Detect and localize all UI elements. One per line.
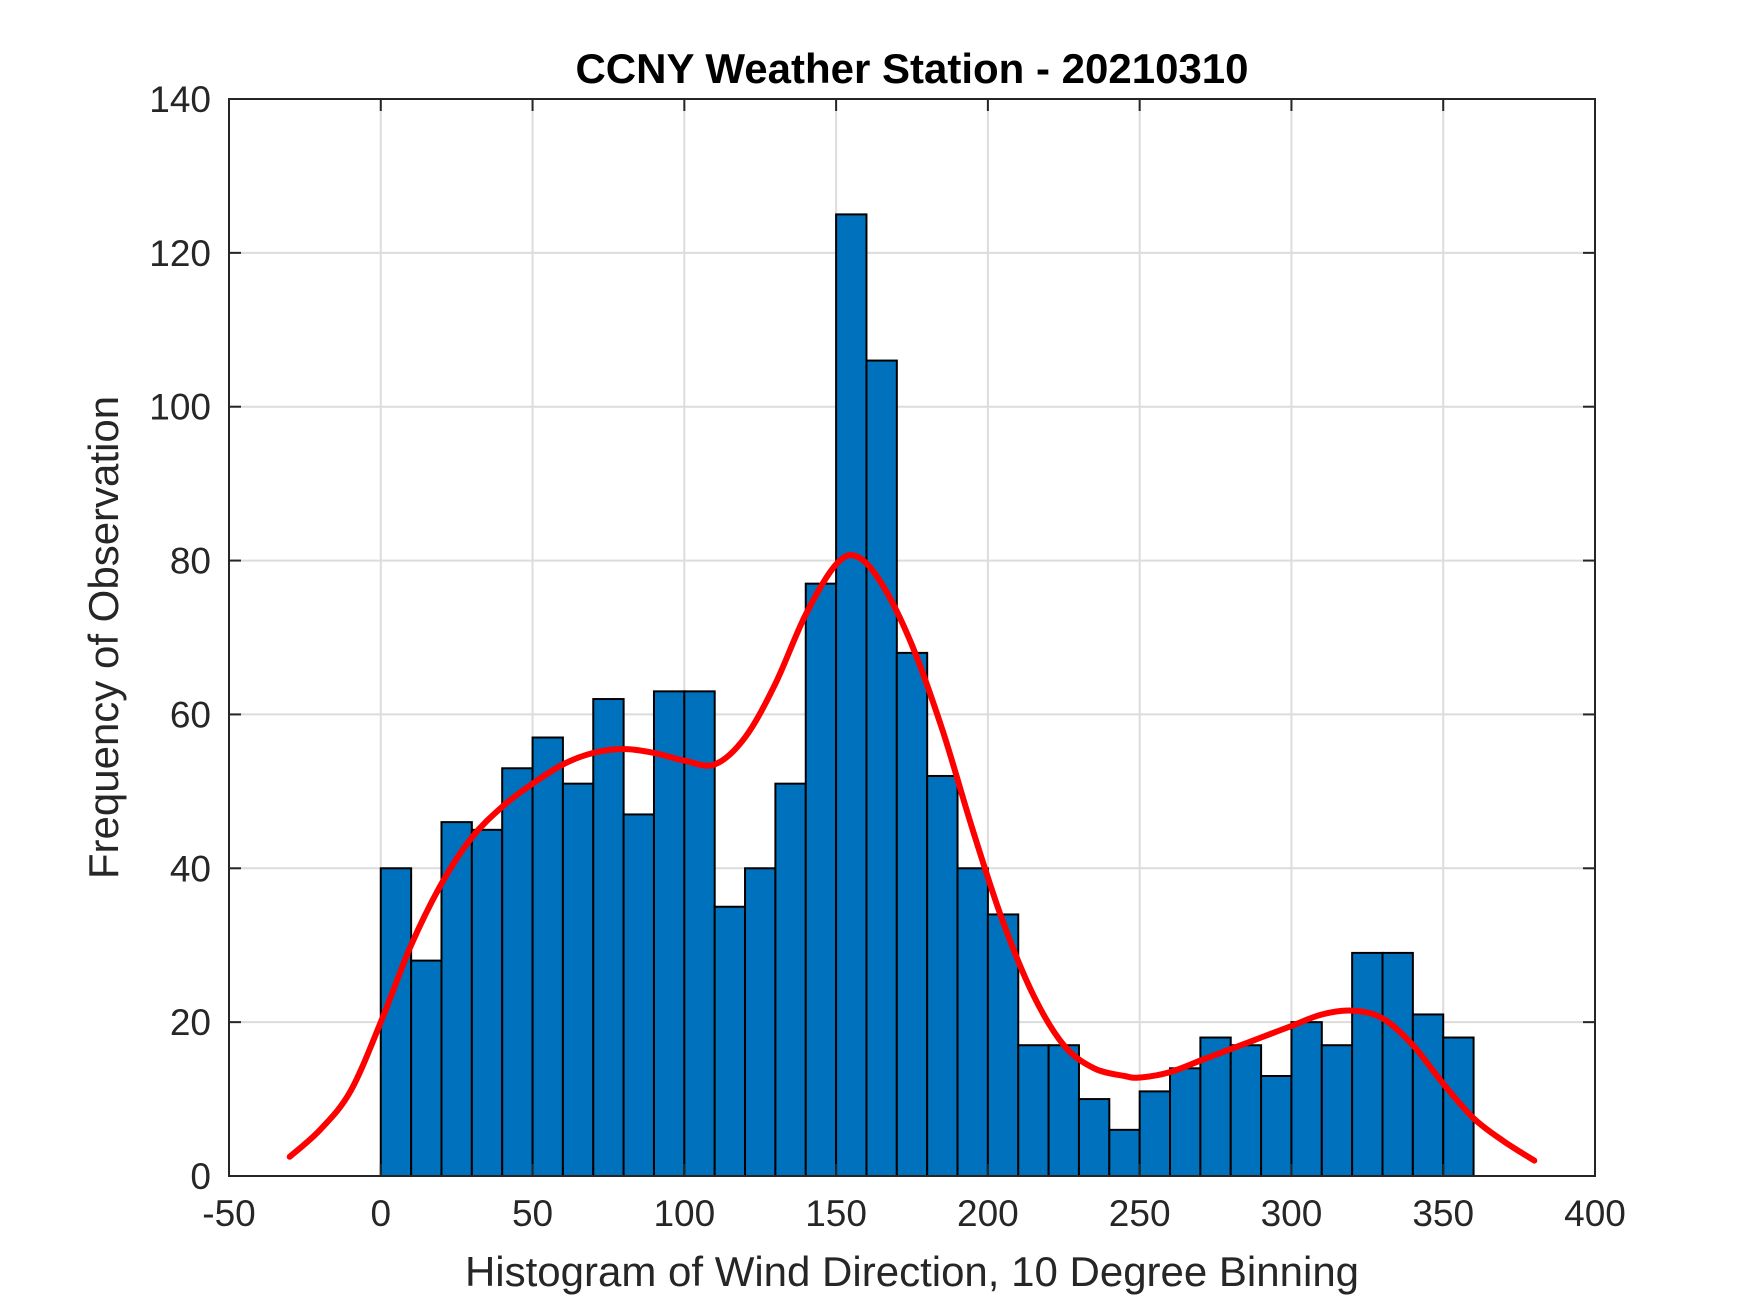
histogram-bar — [835, 213, 868, 1177]
histogram-bar — [1229, 1044, 1263, 1177]
x-tick-label: 50 — [512, 1193, 553, 1234]
histogram-bar — [865, 359, 898, 1177]
histogram-bar — [926, 774, 959, 1177]
x-tick-label: -50 — [202, 1193, 255, 1234]
histogram-bar — [440, 821, 473, 1178]
histogram-bar — [1108, 1128, 1141, 1178]
y-tick-label: 60 — [170, 694, 211, 735]
y-tick-label: 40 — [170, 848, 211, 889]
histogram-bar — [1411, 1013, 1445, 1178]
axes-box — [228, 98, 1596, 1177]
histogram-bar — [592, 698, 625, 1177]
histogram-bar — [774, 782, 807, 1178]
axis-ticks — [228, 98, 1596, 1177]
y-tick-label: 0 — [190, 1156, 211, 1197]
histogram-bar — [1047, 1044, 1080, 1177]
histogram-bar — [410, 959, 443, 1177]
histogram-bar — [804, 582, 838, 1177]
x-tick-label: 350 — [1412, 1193, 1474, 1234]
y-tick-label: 80 — [170, 541, 211, 582]
histogram-bar — [713, 905, 747, 1177]
tick-labels: -50 0 50 100 150 200 250 300 350 4000204060801001… — [149, 79, 1626, 1234]
x-tick-label: 150 — [805, 1193, 867, 1234]
histogram-bar — [470, 828, 504, 1177]
histogram-bar — [1442, 1036, 1475, 1177]
y-tick-label: 120 — [149, 233, 211, 274]
histogram-bar — [1169, 1067, 1202, 1178]
y-tick-label: 140 — [149, 79, 211, 120]
x-tick-label: 300 — [1261, 1193, 1323, 1234]
histogram-bar — [1260, 1074, 1293, 1177]
x-axis-label: Histogram of Wind Direction, 10 Degree B… — [465, 1248, 1359, 1295]
histogram-bar — [379, 867, 413, 1177]
histogram-bar — [622, 813, 655, 1178]
histogram-bar — [1290, 1021, 1323, 1178]
histogram-bars — [379, 213, 1475, 1178]
fit-curve — [286, 552, 1538, 1164]
histogram-bar — [501, 767, 534, 1177]
histogram-bar — [1381, 951, 1414, 1178]
histogram-bar — [652, 690, 686, 1177]
histogram-bar — [1138, 1090, 1172, 1177]
x-tick-label: 100 — [653, 1193, 715, 1234]
histogram-bar — [683, 690, 716, 1177]
x-tick-label: 400 — [1564, 1193, 1626, 1234]
x-tick-label: 250 — [1109, 1193, 1171, 1234]
histogram-bar — [1017, 1044, 1050, 1177]
histogram-bar — [895, 651, 929, 1177]
histogram-bar — [531, 736, 564, 1177]
histogram-bar — [956, 867, 989, 1177]
histogram-bar — [561, 782, 595, 1178]
chart-title: CCNY Weather Station - 20210310 — [575, 45, 1248, 92]
histogram-bar — [744, 867, 777, 1177]
x-tick-label: 200 — [957, 1193, 1019, 1234]
y-tick-label: 100 — [149, 387, 211, 428]
histogram-bar — [1351, 951, 1384, 1178]
histogram-bar — [1320, 1044, 1354, 1177]
y-axis-label: Frequency of Observation — [80, 396, 127, 879]
y-tick-label: 20 — [170, 1002, 211, 1043]
histogram-bar — [1077, 1098, 1111, 1177]
x-tick-label: 0 — [370, 1193, 391, 1234]
